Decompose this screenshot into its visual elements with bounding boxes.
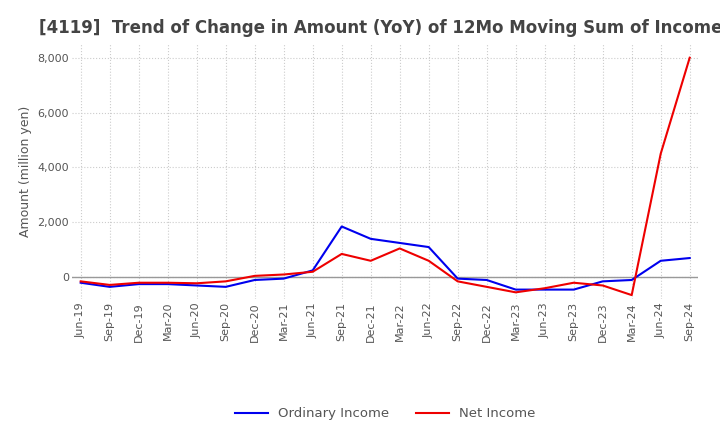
Net Income (541, 286, 549, 291)
Ordinary Income (221, 284, 230, 290)
Ordinary Income (685, 255, 694, 260)
Ordinary Income (135, 282, 143, 287)
Ordinary Income (366, 236, 375, 242)
Net Income (308, 269, 317, 275)
Ordinary Income (105, 284, 114, 290)
Net Income (221, 279, 230, 284)
Net Income (338, 251, 346, 257)
Net Income (395, 246, 404, 251)
Net Income (511, 290, 520, 295)
Ordinary Income (598, 279, 607, 284)
Ordinary Income (541, 287, 549, 292)
Net Income (76, 279, 85, 284)
Ordinary Income (279, 276, 288, 281)
Ordinary Income (251, 277, 259, 282)
Line: Ordinary Income: Ordinary Income (81, 227, 690, 290)
Net Income (251, 273, 259, 279)
Net Income (135, 280, 143, 286)
Net Income (657, 151, 665, 156)
Title: [4119]  Trend of Change in Amount (YoY) of 12Mo Moving Sum of Incomes: [4119] Trend of Change in Amount (YoY) o… (38, 19, 720, 37)
Net Income (163, 280, 172, 286)
Y-axis label: Amount (million yen): Amount (million yen) (19, 106, 32, 237)
Net Income (627, 293, 636, 298)
Ordinary Income (308, 268, 317, 273)
Ordinary Income (76, 280, 85, 286)
Ordinary Income (192, 283, 201, 288)
Ordinary Income (338, 224, 346, 229)
Ordinary Income (454, 276, 462, 281)
Net Income (598, 283, 607, 288)
Net Income (105, 282, 114, 288)
Ordinary Income (482, 277, 491, 282)
Ordinary Income (657, 258, 665, 264)
Net Income (424, 258, 433, 264)
Net Income (482, 284, 491, 290)
Legend: Ordinary Income, Net Income: Ordinary Income, Net Income (230, 402, 541, 425)
Ordinary Income (424, 245, 433, 250)
Net Income (454, 279, 462, 284)
Ordinary Income (570, 287, 578, 292)
Net Income (366, 258, 375, 264)
Ordinary Income (163, 282, 172, 287)
Ordinary Income (511, 287, 520, 292)
Ordinary Income (395, 240, 404, 246)
Net Income (685, 55, 694, 60)
Ordinary Income (627, 277, 636, 282)
Net Income (279, 272, 288, 277)
Net Income (192, 281, 201, 286)
Line: Net Income: Net Income (81, 58, 690, 295)
Net Income (570, 280, 578, 286)
